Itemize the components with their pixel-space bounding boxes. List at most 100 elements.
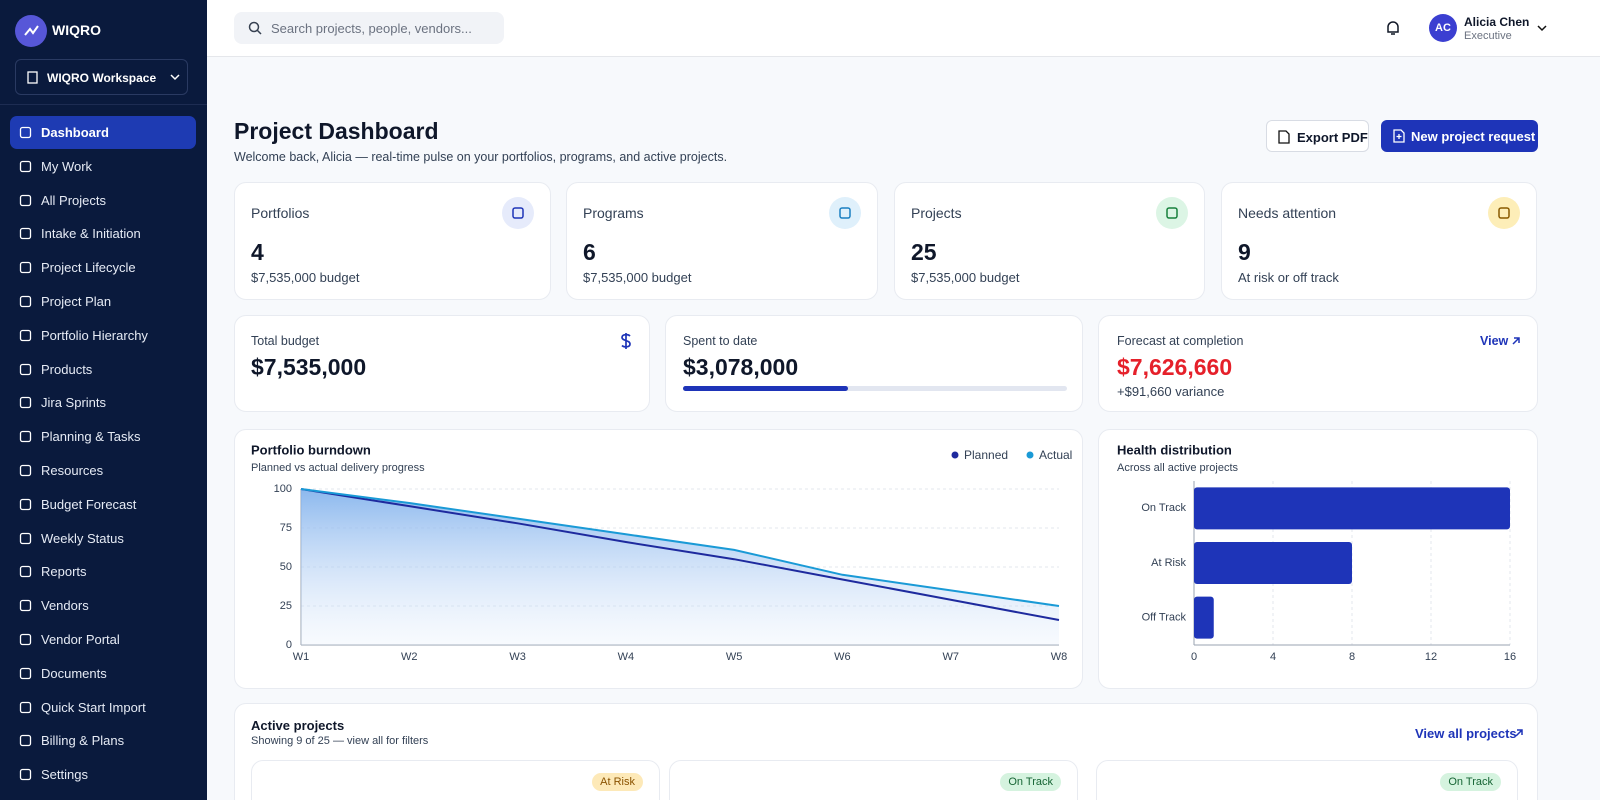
project-card: On Track [669, 760, 1078, 800]
y-tick-label: 0 [286, 639, 292, 651]
bell-icon[interactable] [1384, 19, 1402, 37]
y-tick-label: 75 [280, 522, 292, 534]
new-request-button[interactable]: New project request [1381, 120, 1538, 152]
nav-label: Budget Forecast [41, 496, 137, 512]
y-tick-label: On Track [1141, 502, 1186, 514]
nav-icon [19, 363, 32, 375]
nav-item[interactable]: Vendor Portal [10, 623, 196, 656]
nav-icon [19, 464, 32, 477]
nav-item[interactable]: Dashboard [10, 116, 196, 149]
nav-label: Dashboard [41, 125, 109, 140]
nav-label: Billing & Plans [41, 733, 125, 749]
nav-item[interactable]: Quick Start Import [10, 691, 196, 724]
nav-item[interactable]: Planning & Tasks [10, 420, 196, 453]
status-badge: On Track [1440, 773, 1501, 791]
nav-item[interactable]: Vendors [10, 589, 196, 622]
x-tick-label: W5 [726, 651, 743, 663]
nav-item[interactable]: Jira Sprints [10, 386, 196, 419]
nav-item[interactable]: Portfolio Hierarchy [10, 319, 196, 352]
nav-label: Documents [41, 665, 107, 681]
card-note: $7,535,000 budget [583, 270, 692, 285]
card-label: Portfolios [251, 205, 310, 221]
status-badge: At Risk [592, 773, 643, 791]
progress-fill [683, 386, 849, 391]
section-title: Active projects [251, 718, 345, 733]
y-tick-label: At Risk [1151, 557, 1186, 569]
summary-card: Needs attention 9 At risk or off track [1221, 182, 1537, 300]
finance-card: Forecast at completion $7,626,660 +$91,6… [1098, 315, 1538, 412]
nav-item[interactable]: My Work [10, 150, 196, 183]
card-icon [1156, 197, 1188, 229]
icon-glyph [839, 207, 851, 219]
card-icon [829, 197, 861, 229]
nav-item[interactable]: Project Lifecycle [10, 251, 196, 284]
card-value: $3,078,000 [683, 354, 799, 380]
card-icon [502, 197, 534, 229]
nav-item[interactable]: Budget Forecast [10, 488, 196, 521]
area [301, 489, 1059, 645]
card-label: Spent to date [683, 334, 758, 348]
chart-subtitle: Planned vs actual delivery progress [251, 462, 425, 474]
nav-item[interactable]: All Projects [10, 184, 196, 217]
avatar[interactable]: AC [1429, 14, 1457, 42]
summary-card: Projects 25 $7,535,000 budget [894, 182, 1205, 300]
export-button[interactable]: Export PDF [1266, 120, 1369, 152]
bar [1194, 596, 1214, 639]
nav-item[interactable]: Settings [10, 758, 196, 791]
x-tick-label: W6 [834, 651, 851, 663]
nav-item[interactable]: Billing & Plans [10, 724, 196, 757]
divider [0, 104, 207, 105]
nav-icon [19, 566, 32, 578]
card-value: 9 [1238, 239, 1251, 265]
card-label: Forecast at completion [1117, 334, 1244, 348]
x-tick-label: 16 [1504, 651, 1516, 663]
chart-subtitle: Across all active projects [1117, 462, 1239, 474]
nav-icon [19, 126, 32, 139]
x-tick-label: W8 [1051, 651, 1068, 663]
card-value: 25 [911, 239, 937, 265]
search-box[interactable]: Search projects, people, vendors... [234, 12, 504, 44]
nav-icon [19, 498, 32, 510]
sidebar: WIQRO WIQRO Workspace Dashboard My Work Al… [0, 0, 207, 800]
user-menu[interactable] [1537, 24, 1547, 32]
nav-label: Reports [41, 564, 87, 580]
workspace-name: WIQRO Workspace [47, 71, 157, 85]
summary-card: Portfolios 4 $7,535,000 budget [234, 182, 551, 300]
nav-item[interactable]: Reports [10, 555, 196, 588]
view-link[interactable]: View [1480, 334, 1509, 348]
nav-icon [19, 295, 32, 308]
project-card: At Risk [251, 760, 660, 800]
x-tick-label: W2 [401, 651, 418, 663]
card-value: 6 [583, 239, 596, 265]
card-value: $7,626,660 [1117, 354, 1233, 380]
nav-label: Vendors [41, 598, 89, 614]
health-chart: Health distribution Across all active pro… [1117, 442, 1516, 663]
y-tick-label: 25 [280, 600, 292, 612]
nav-item[interactable]: Resources [10, 454, 196, 487]
card-note: $7,535,000 budget [911, 270, 1020, 285]
y-tick-label: 50 [280, 561, 292, 573]
card-icon [1488, 197, 1520, 229]
nav-icon [19, 262, 32, 274]
view-all-link[interactable]: View all projects [1415, 726, 1517, 741]
nav-item[interactable]: Project Plan [10, 285, 196, 318]
card-note: $7,535,000 budget [251, 270, 360, 285]
icon-glyph [1166, 207, 1178, 219]
x-tick-label: 4 [1270, 651, 1276, 663]
nav-item[interactable]: Weekly Status [10, 522, 196, 555]
bar [1194, 542, 1352, 584]
chart-title: Health distribution [1117, 442, 1232, 457]
series-line [300, 488, 1060, 607]
nav-icon [19, 160, 32, 172]
workspace-switcher[interactable]: WIQRO Workspace [15, 59, 188, 95]
user-role: Executive [1464, 30, 1512, 42]
nav-item[interactable]: Products [10, 353, 196, 386]
y-tick-label: Off Track [1142, 612, 1187, 624]
nav-item[interactable]: Documents [10, 657, 196, 690]
nav-item[interactable]: Intake & Initiation [10, 217, 196, 250]
x-tick-label: 8 [1349, 651, 1355, 663]
arrow-icon [1515, 729, 1523, 737]
page-subtitle: Welcome back, Alicia — real-time pulse o… [234, 150, 728, 164]
nav-icon [19, 633, 32, 646]
